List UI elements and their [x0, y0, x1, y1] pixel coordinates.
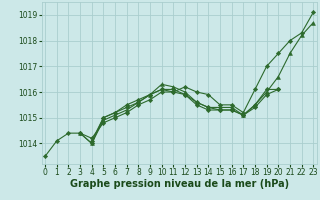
- X-axis label: Graphe pression niveau de la mer (hPa): Graphe pression niveau de la mer (hPa): [70, 179, 289, 189]
